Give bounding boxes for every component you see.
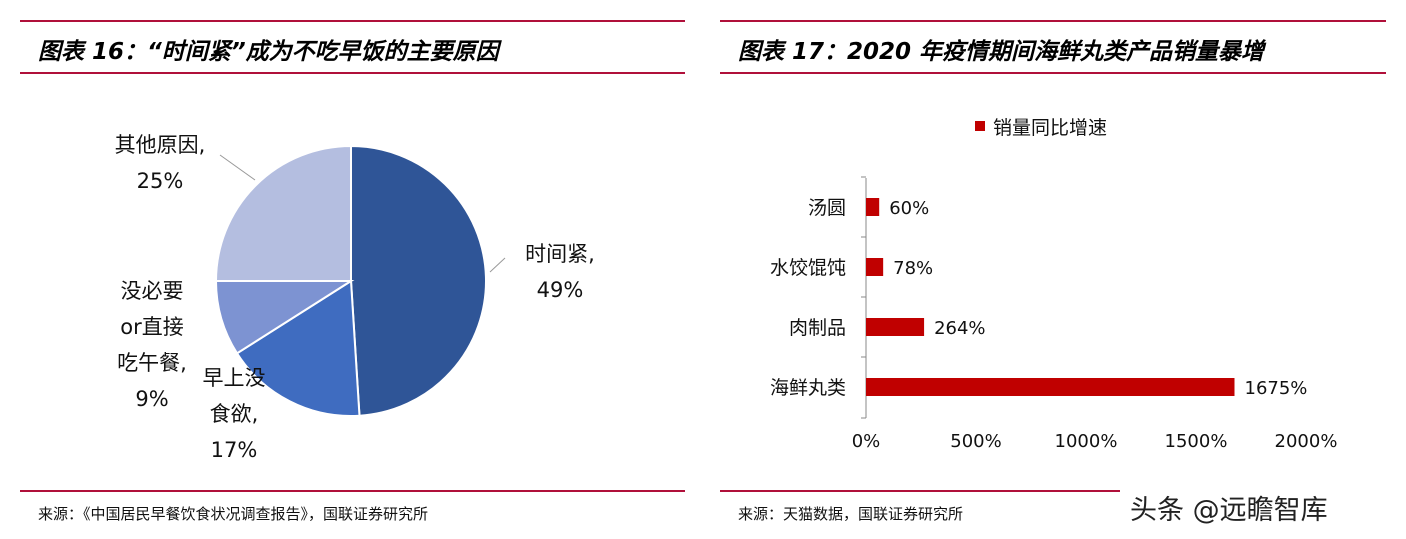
left-source: 来源：《中国居民早餐饮食状况调查报告》，国联证券研究所 — [38, 505, 429, 523]
leader-line — [489, 257, 506, 273]
pie-label-value: 25% — [136, 169, 184, 193]
right-source: 来源：天猫数据，国联证券研究所 — [738, 505, 964, 523]
left-source-rule — [20, 490, 685, 492]
pie-slice — [350, 144, 488, 417]
right-chart-title: 图表 17：2020 年疫情期间海鲜丸类产品销量暴增 — [738, 39, 1265, 65]
data-label: 264% — [934, 318, 985, 339]
x-tick-label: 0% — [852, 431, 881, 452]
pie-label-value: 17% — [210, 438, 258, 462]
left-chart-title: 图表 16：“时间紧”成为不吃早饭的主要原因 — [38, 39, 499, 65]
x-tick-label: 1500% — [1165, 431, 1228, 452]
pie-label-no-appetite: 早上没食欲, 17% — [198, 360, 270, 468]
watermark: 头条 @远瞻智库 — [1130, 495, 1328, 526]
pie-label-time: 时间紧, 49% — [505, 236, 615, 308]
bar — [866, 258, 884, 276]
legend-label: 销量同比增速 — [993, 117, 1107, 139]
pie-label-other: 其他原因, 25% — [95, 127, 225, 199]
x-tick-label: 1000% — [1055, 431, 1118, 452]
pie-label-text: 早上没食欲, — [202, 366, 266, 426]
right-title-bottom-rule — [720, 72, 1386, 74]
pie-label-text: 其他原因, — [114, 133, 206, 157]
pie-label-value: 9% — [135, 387, 169, 411]
pie-slice — [235, 279, 361, 417]
data-label: 60% — [889, 198, 929, 219]
bar — [866, 318, 925, 336]
leader-line — [219, 154, 256, 181]
data-label: 1675% — [1245, 378, 1308, 399]
pie-label-value: 49% — [536, 278, 584, 302]
category-label: 汤圆 — [808, 197, 846, 219]
pie-slice — [214, 144, 352, 282]
bar — [866, 378, 1235, 396]
x-tick-label: 500% — [950, 431, 1001, 452]
left-title-top-rule — [20, 20, 685, 22]
pie-label-unnecessary: 没必要or直接吃午餐, 9% — [115, 273, 189, 417]
category-label: 水饺馄饨 — [770, 257, 846, 279]
pie-label-text: 时间紧, — [525, 242, 595, 266]
category-label: 肉制品 — [789, 317, 846, 339]
data-label: 78% — [893, 258, 933, 279]
category-label: 海鲜丸类 — [770, 377, 846, 399]
left-title-bottom-rule — [20, 72, 685, 74]
legend-swatch — [975, 121, 985, 131]
pie-label-text: 没必要or直接吃午餐, — [117, 279, 187, 375]
bar — [866, 198, 880, 216]
right-source-rule — [720, 490, 1120, 492]
right-title-top-rule — [720, 20, 1386, 22]
x-tick-label: 2000% — [1275, 431, 1338, 452]
